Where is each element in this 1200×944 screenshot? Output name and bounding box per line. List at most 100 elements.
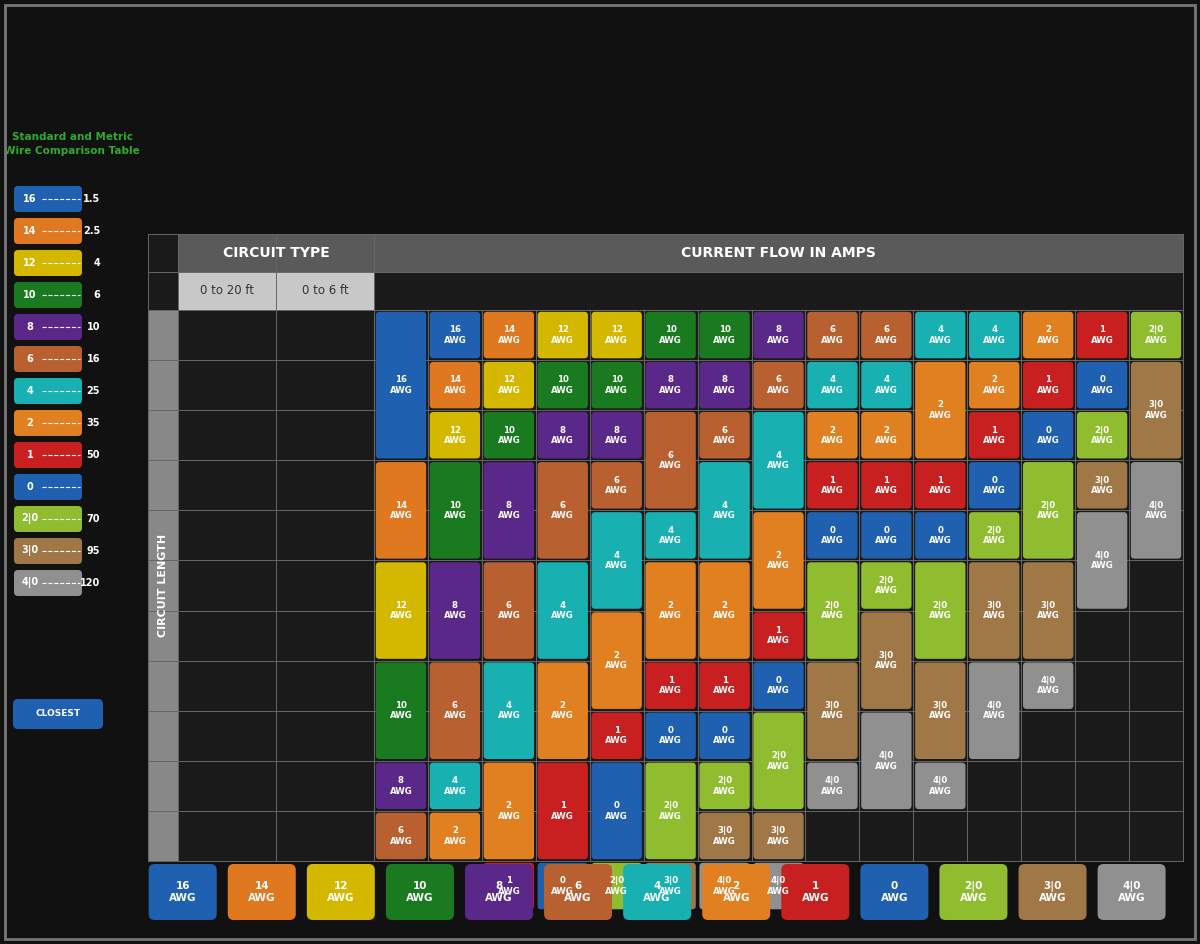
Text: 2
AWG: 2 AWG: [983, 376, 1006, 395]
FancyBboxPatch shape: [538, 412, 588, 459]
FancyBboxPatch shape: [916, 763, 966, 809]
FancyBboxPatch shape: [1022, 412, 1073, 459]
FancyBboxPatch shape: [430, 813, 480, 859]
FancyBboxPatch shape: [14, 186, 82, 212]
Text: 0 to 6 ft: 0 to 6 ft: [301, 284, 348, 297]
FancyBboxPatch shape: [646, 513, 696, 559]
Text: 12
AWG: 12 AWG: [498, 376, 521, 395]
Text: 14
AWG: 14 AWG: [444, 376, 467, 395]
Text: 4
AWG: 4 AWG: [659, 526, 682, 545]
Text: 2
AWG: 2 AWG: [722, 881, 750, 902]
Text: 8
AWG: 8 AWG: [390, 776, 413, 796]
FancyBboxPatch shape: [1076, 462, 1127, 509]
Text: Standard and Metric
Wire Comparison Table: Standard and Metric Wire Comparison Tabl…: [4, 132, 140, 156]
FancyBboxPatch shape: [700, 563, 750, 659]
Text: 0
AWG: 0 AWG: [821, 526, 844, 545]
Text: 6
AWG: 6 AWG: [564, 881, 592, 902]
FancyBboxPatch shape: [808, 312, 858, 359]
Text: 0
AWG: 0 AWG: [1091, 376, 1114, 395]
FancyBboxPatch shape: [862, 412, 912, 459]
FancyBboxPatch shape: [592, 312, 642, 359]
Text: 2|0
AWG: 2|0 AWG: [1091, 426, 1114, 445]
Text: 10
AWG: 10 AWG: [659, 326, 682, 345]
Text: 70: 70: [86, 514, 100, 524]
Text: 0
AWG: 0 AWG: [983, 476, 1006, 495]
Text: 2|0
AWG: 2|0 AWG: [929, 600, 952, 620]
FancyBboxPatch shape: [430, 362, 480, 409]
FancyBboxPatch shape: [544, 864, 612, 920]
Text: 6
AWG: 6 AWG: [713, 426, 736, 445]
FancyBboxPatch shape: [538, 563, 588, 659]
Text: 16
AWG: 16 AWG: [444, 326, 467, 345]
FancyBboxPatch shape: [1130, 362, 1181, 459]
Text: 14
AWG: 14 AWG: [248, 881, 276, 902]
Text: 2|0
AWG: 2|0 AWG: [875, 576, 898, 596]
Text: 1
AWG: 1 AWG: [659, 676, 682, 696]
FancyBboxPatch shape: [754, 663, 804, 709]
FancyBboxPatch shape: [646, 412, 696, 509]
Text: CIRCUIT TYPE: CIRCUIT TYPE: [223, 246, 329, 260]
FancyBboxPatch shape: [862, 362, 912, 409]
Text: 16
AWG: 16 AWG: [169, 881, 197, 902]
Text: 1
AWG: 1 AWG: [551, 801, 574, 820]
Text: 2
AWG: 2 AWG: [875, 426, 898, 445]
Text: CIRCUIT LENGTH: CIRCUIT LENGTH: [158, 534, 168, 637]
Text: 25: 25: [86, 386, 100, 396]
FancyBboxPatch shape: [754, 613, 804, 659]
FancyBboxPatch shape: [14, 570, 82, 596]
Text: 3|0
AWG: 3|0 AWG: [1145, 400, 1168, 420]
Text: 1
AWG: 1 AWG: [1037, 376, 1060, 395]
Text: 3|0
AWG: 3|0 AWG: [821, 701, 844, 720]
FancyBboxPatch shape: [14, 218, 82, 244]
Text: 0
AWG: 0 AWG: [881, 881, 908, 902]
FancyBboxPatch shape: [464, 864, 533, 920]
Text: 8
AWG: 8 AWG: [659, 376, 682, 395]
Text: 6
AWG: 6 AWG: [498, 600, 521, 620]
FancyBboxPatch shape: [307, 864, 374, 920]
Text: 4: 4: [26, 386, 34, 396]
Text: 3|0
AWG: 3|0 AWG: [875, 651, 898, 670]
Text: 8
AWG: 8 AWG: [713, 376, 736, 395]
Text: 2|0
AWG: 2|0 AWG: [713, 776, 736, 796]
Text: 4|0
AWG: 4|0 AWG: [1037, 676, 1060, 696]
FancyBboxPatch shape: [1076, 362, 1127, 409]
FancyBboxPatch shape: [14, 538, 82, 564]
FancyBboxPatch shape: [13, 699, 103, 729]
Text: 4
AWG: 4 AWG: [605, 550, 628, 570]
FancyBboxPatch shape: [700, 462, 750, 559]
FancyBboxPatch shape: [1076, 312, 1127, 359]
FancyBboxPatch shape: [646, 312, 696, 359]
FancyBboxPatch shape: [14, 250, 82, 276]
FancyBboxPatch shape: [1076, 513, 1127, 609]
FancyBboxPatch shape: [14, 474, 82, 500]
Text: 6
AWG: 6 AWG: [551, 500, 574, 520]
FancyBboxPatch shape: [592, 613, 642, 709]
FancyBboxPatch shape: [700, 713, 750, 759]
FancyBboxPatch shape: [916, 362, 966, 459]
FancyBboxPatch shape: [149, 864, 217, 920]
FancyBboxPatch shape: [754, 513, 804, 609]
FancyBboxPatch shape: [14, 410, 82, 436]
Text: 14
AWG: 14 AWG: [390, 500, 413, 520]
Text: 2
AWG: 2 AWG: [444, 826, 467, 846]
FancyBboxPatch shape: [538, 462, 588, 559]
FancyBboxPatch shape: [940, 864, 1008, 920]
Text: 10
AWG: 10 AWG: [713, 326, 736, 345]
Text: 4
AWG: 4 AWG: [643, 881, 671, 902]
FancyBboxPatch shape: [808, 462, 858, 509]
Text: 2|0
AWG: 2|0 AWG: [1145, 326, 1168, 345]
FancyBboxPatch shape: [754, 813, 804, 859]
FancyBboxPatch shape: [430, 563, 480, 659]
Text: 2
AWG: 2 AWG: [605, 651, 628, 670]
Text: 2
AWG: 2 AWG: [767, 550, 790, 570]
Text: 1
AWG: 1 AWG: [1091, 326, 1114, 345]
FancyBboxPatch shape: [808, 763, 858, 809]
FancyBboxPatch shape: [862, 513, 912, 559]
Text: 4|0
AWG: 4|0 AWG: [1091, 550, 1114, 570]
Text: 4|0
AWG: 4|0 AWG: [929, 776, 952, 796]
Text: 3|0: 3|0: [22, 546, 38, 557]
Text: 0
AWG: 0 AWG: [929, 526, 952, 545]
FancyBboxPatch shape: [430, 663, 480, 759]
Text: 2.5: 2.5: [83, 226, 100, 236]
FancyBboxPatch shape: [1130, 312, 1181, 359]
